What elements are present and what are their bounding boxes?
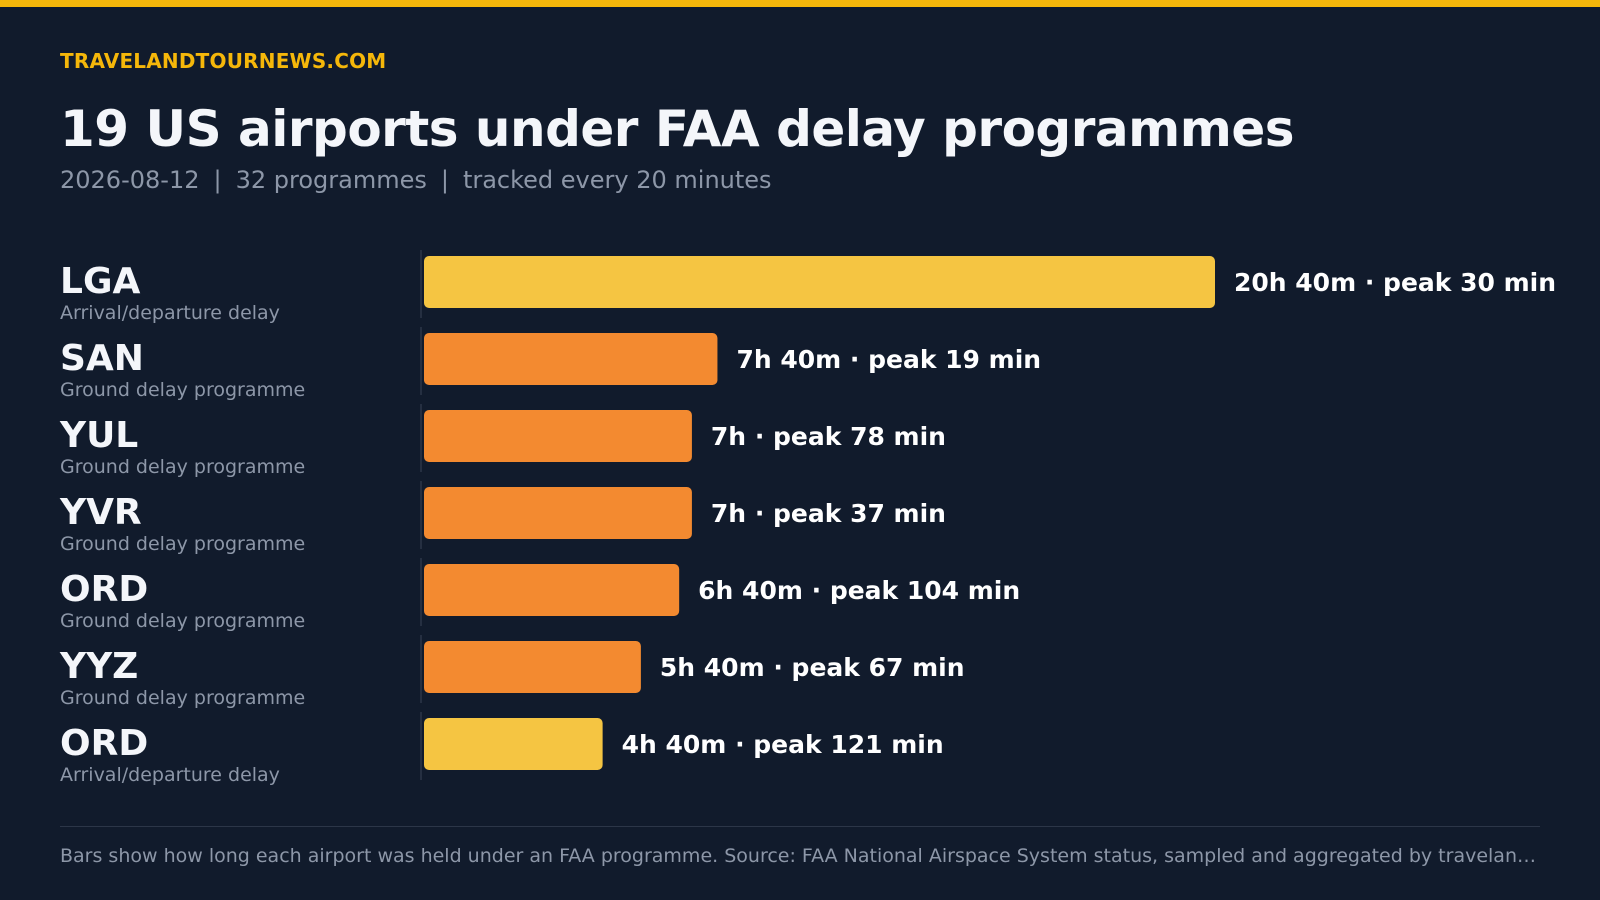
delay-bar: [424, 410, 692, 462]
bar-value-label: 7h · peak 78 min: [711, 422, 946, 451]
label-separator: ·: [1356, 268, 1383, 297]
airport-code: ORD: [60, 569, 148, 610]
delay-bar: [424, 333, 718, 385]
delay-bar: [424, 641, 641, 693]
duration-label: 7h 40m: [736, 345, 841, 374]
programme-type-label: Ground delay programme: [60, 533, 305, 555]
delay-bar: [424, 256, 1215, 308]
label-separator: ·: [841, 345, 868, 374]
peak-label: peak 104 min: [830, 576, 1020, 605]
duration-label: 4h 40m: [622, 730, 727, 759]
label-separator: ·: [765, 653, 792, 682]
peak-label: peak 19 min: [868, 345, 1041, 374]
programme-type-label: Ground delay programme: [60, 687, 305, 709]
footer-divider: [60, 826, 1540, 827]
airport-code: LGA: [60, 261, 140, 302]
programme-type-label: Arrival/departure delay: [60, 302, 280, 324]
label-separator: ·: [726, 730, 753, 759]
airport-code: YVR: [59, 492, 142, 533]
bar-value-label: 7h · peak 37 min: [711, 499, 946, 528]
subtitle-separator: |: [440, 166, 449, 194]
peak-label: peak 78 min: [773, 422, 946, 451]
airport-code: YYZ: [59, 646, 138, 687]
peak-label: peak 121 min: [753, 730, 943, 759]
brand-label: TRAVELANDTOURNEWS.COM: [60, 49, 387, 73]
peak-label: peak 37 min: [773, 499, 946, 528]
duration-label: 7h: [711, 499, 746, 528]
programme-type-label: Ground delay programme: [60, 379, 305, 401]
bar-value-label: 6h 40m · peak 104 min: [698, 576, 1020, 605]
duration-label: 6h 40m: [698, 576, 803, 605]
peak-label: peak 30 min: [1383, 268, 1556, 297]
bar-value-label: 7h 40m · peak 19 min: [736, 345, 1041, 374]
chart-subtitle: 2026-08-12 | 32 programmes | tracked every 2…: [60, 166, 772, 194]
subtitle-date: 2026-08-12: [60, 166, 200, 194]
bar-value-label: 20h 40m · peak 30 min: [1234, 268, 1556, 297]
label-separator: ·: [746, 422, 773, 451]
chart-title: 19 US airports under FAA delay programme…: [60, 100, 1295, 158]
subtitle-separator: |: [213, 166, 222, 194]
programme-type-label: Arrival/departure delay: [60, 764, 280, 786]
delay-bar: [424, 564, 680, 616]
airport-code: ORD: [60, 723, 148, 764]
delay-bar: [424, 487, 692, 539]
label-separator: ·: [803, 576, 830, 605]
airport-code: SAN: [60, 338, 144, 379]
duration-label: 20h 40m: [1234, 268, 1356, 297]
label-separator: ·: [746, 499, 773, 528]
bar-value-label: 5h 40m · peak 67 min: [660, 653, 965, 682]
programme-type-label: Ground delay programme: [60, 456, 305, 478]
subtitle-cadence: tracked every 20 minutes: [462, 166, 772, 194]
footnote: Bars show how long each airport was held…: [60, 845, 1540, 867]
duration-label: 5h 40m: [660, 653, 765, 682]
top-accent-bar: [0, 0, 1600, 7]
bar-value-label: 4h 40m · peak 121 min: [622, 730, 944, 759]
delay-bar: [424, 718, 603, 770]
subtitle-count: 32 programmes: [235, 166, 427, 194]
programme-type-label: Ground delay programme: [60, 610, 305, 632]
peak-label: peak 67 min: [792, 653, 965, 682]
duration-label: 7h: [711, 422, 746, 451]
airport-code: YUL: [59, 415, 138, 456]
